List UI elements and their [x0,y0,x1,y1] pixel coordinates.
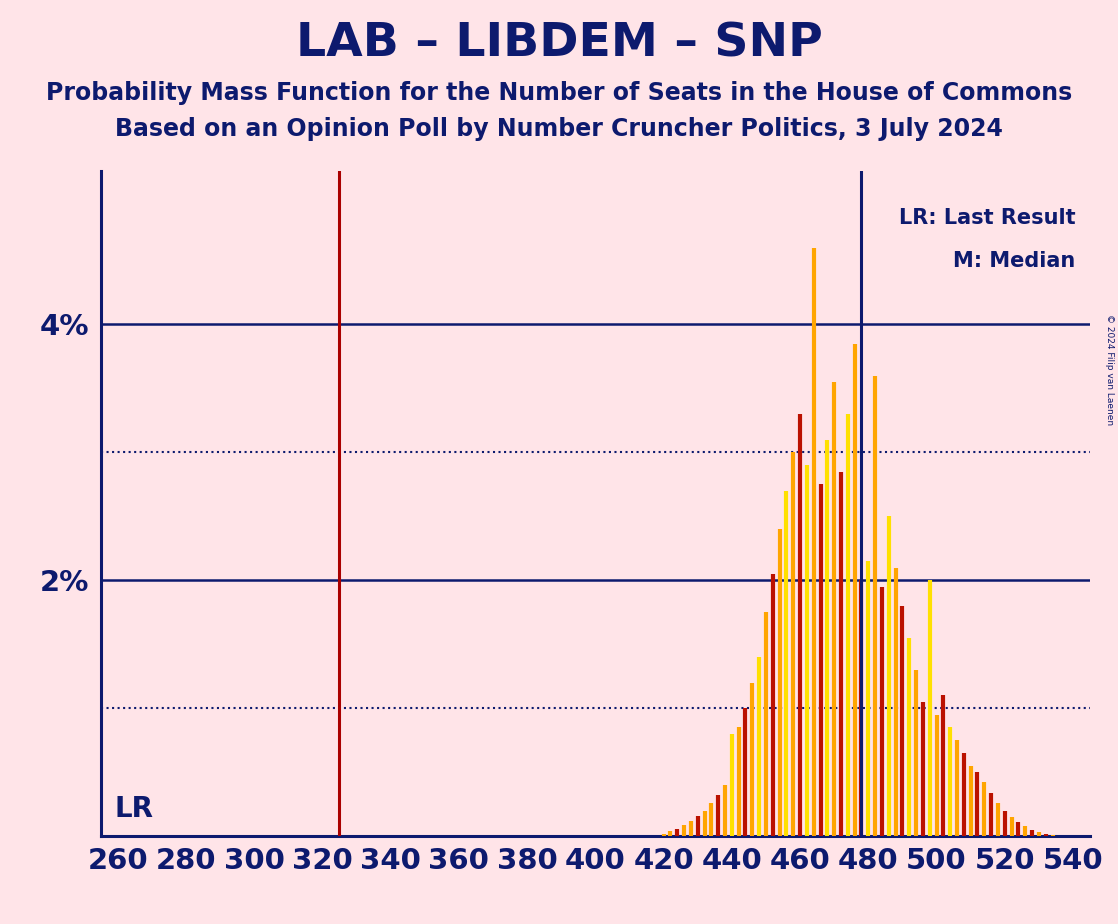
Text: LR: LR [114,796,153,823]
Text: M: Median: M: Median [953,250,1076,271]
Text: © 2024 Filip van Laenen: © 2024 Filip van Laenen [1105,314,1114,425]
Text: LR: Last Result: LR: Last Result [899,208,1076,227]
Text: Probability Mass Function for the Number of Seats in the House of Commons: Probability Mass Function for the Number… [46,81,1072,105]
Text: LAB – LIBDEM – SNP: LAB – LIBDEM – SNP [295,21,823,67]
Text: Based on an Opinion Poll by Number Cruncher Politics, 3 July 2024: Based on an Opinion Poll by Number Crunc… [115,117,1003,141]
